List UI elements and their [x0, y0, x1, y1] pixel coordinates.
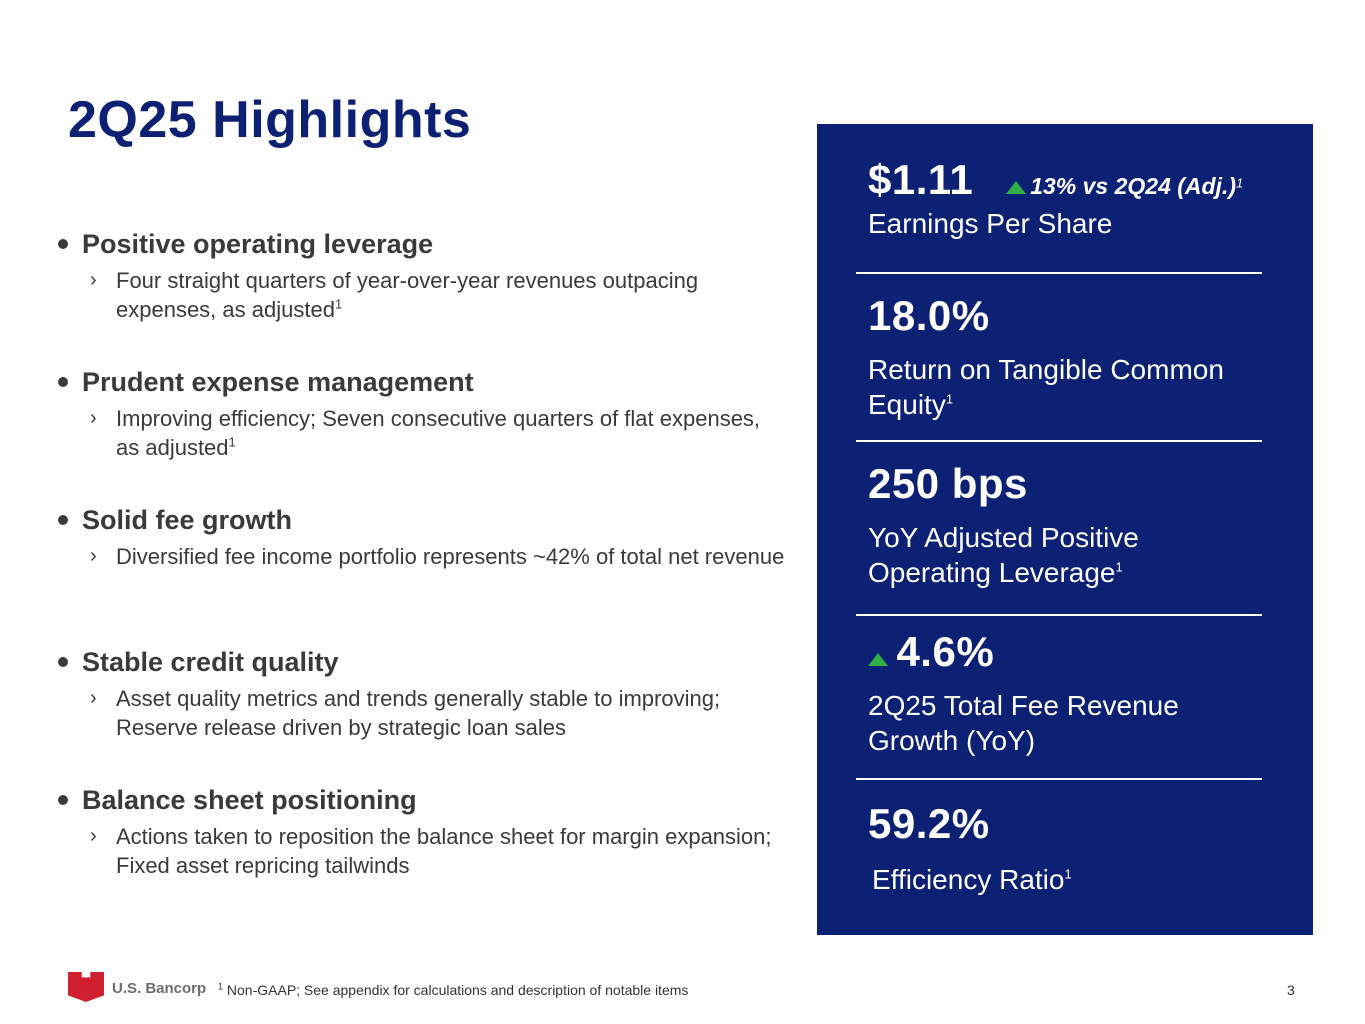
chevron-right-icon: › — [90, 687, 97, 709]
bullet-heading: Positive operating leverage — [82, 229, 434, 259]
footnote-text: Non-GAAP; See appendix for calculations … — [226, 982, 689, 998]
chevron-right-icon: › — [90, 407, 97, 429]
footnote-mark: 1 — [228, 434, 236, 450]
eps-label: Earnings Per Share — [868, 208, 1113, 239]
fee-growth-metric: 4.6% 2Q25 Total Fee Revenue Growth (YoY) — [868, 628, 1288, 758]
rotce-metric: 18.0% Return on Tangible Common Equity1 — [868, 292, 1288, 422]
leverage-value: 250 bps — [868, 460, 1028, 507]
shield-logo-icon — [68, 972, 104, 1002]
bullet-icon — [58, 515, 68, 525]
footnote-mark: 1 — [945, 391, 954, 407]
bullet-detail: Four straight quarters of year-over-year… — [116, 268, 699, 322]
chevron-right-icon: › — [90, 269, 97, 291]
list-item: Solid fee growth › Diversified fee incom… — [58, 502, 798, 644]
list-item: Positive operating leverage › Four strai… — [58, 226, 798, 364]
bullet-heading: Stable credit quality — [82, 647, 339, 677]
eps-metric: $1.11 13% vs 2Q24 (Adj.)1 Earnings Per S… — [868, 156, 1288, 241]
rotce-label-line2: Equity — [868, 389, 946, 420]
bullet-detail: Diversified fee income portfolio represe… — [116, 544, 785, 569]
leverage-label-line1: YoY Adjusted Positive — [868, 522, 1139, 553]
list-item: Stable credit quality › Asset quality me… — [58, 644, 798, 782]
footnote-mark: 1 — [1115, 559, 1123, 575]
bullet-heading: Prudent expense management — [82, 367, 474, 397]
page-number: 3 — [1287, 982, 1295, 998]
efficiency-label: Efficiency Ratio — [872, 864, 1065, 895]
eps-delta: 13% vs 2Q24 (Adj.) — [1030, 173, 1237, 199]
bullet-detail: Asset quality metrics and trends general… — [116, 686, 721, 740]
bullet-icon — [58, 795, 68, 805]
footnote-mark: 1 — [334, 296, 343, 312]
divider — [856, 614, 1262, 616]
fee-growth-label-line2: Growth (YoY) — [868, 725, 1036, 756]
bullet-detail: Improving efficiency; Seven consecutive … — [116, 406, 761, 460]
footnote-mark: 1 — [1236, 175, 1244, 191]
bullet-icon — [58, 657, 68, 667]
brand-name: U.S. Bancorp — [112, 980, 207, 997]
divider — [856, 272, 1262, 274]
efficiency-metric: 59.2% Efficiency Ratio1 — [868, 800, 1288, 897]
list-item: Balance sheet positioning › Actions take… — [58, 782, 798, 880]
rotce-label-line1: Return on Tangible Common — [868, 354, 1224, 385]
fee-growth-value: 4.6% — [896, 628, 995, 675]
divider — [856, 778, 1262, 780]
eps-value: $1.11 — [868, 156, 974, 203]
up-arrow-icon — [868, 653, 888, 666]
bullet-heading: Balance sheet positioning — [82, 785, 417, 815]
up-arrow-icon — [1005, 181, 1026, 194]
footnote-mark: 1 — [1064, 866, 1072, 882]
metrics-panel: $1.11 13% vs 2Q24 (Adj.)1 Earnings Per S… — [817, 124, 1313, 935]
fee-growth-label-line1: 2Q25 Total Fee Revenue — [868, 690, 1179, 721]
footnote-mark: 1 — [218, 981, 224, 992]
chevron-right-icon: › — [90, 825, 97, 847]
bullet-icon — [58, 239, 68, 249]
efficiency-value: 59.2% — [868, 800, 990, 847]
leverage-metric: 250 bps YoY Adjusted Positive Operating … — [868, 460, 1288, 590]
bullet-heading: Solid fee growth — [82, 505, 293, 535]
list-item: Prudent expense management › Improving e… — [58, 364, 798, 502]
bullet-icon — [58, 377, 68, 387]
leverage-label-line2: Operating Leverage — [868, 557, 1116, 588]
page-title: 2Q25 Highlights — [68, 91, 472, 149]
highlights-list: Positive operating leverage › Four strai… — [58, 226, 798, 880]
bullet-detail: Actions taken to reposition the balance … — [116, 824, 772, 878]
rotce-value: 18.0% — [868, 292, 990, 339]
chevron-right-icon: › — [90, 545, 97, 567]
divider — [856, 440, 1262, 442]
footnote: 1 Non-GAAP; See appendix for calculation… — [218, 982, 688, 998]
